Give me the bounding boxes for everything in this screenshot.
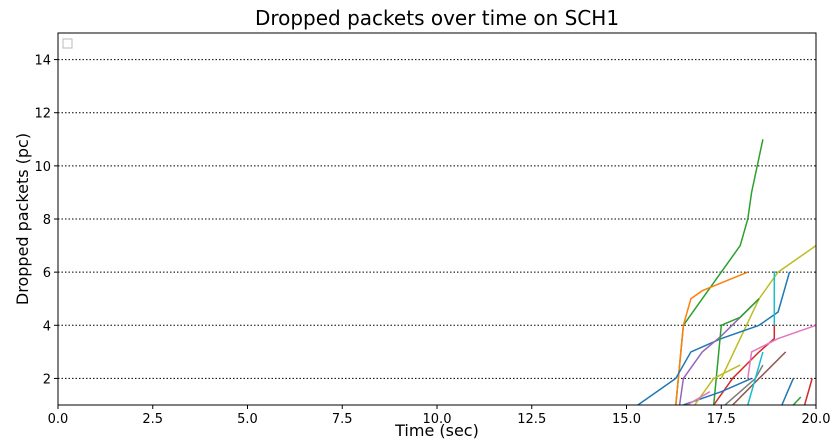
series-line-4 xyxy=(637,271,791,405)
x-tick-label: 10.0 xyxy=(423,412,452,427)
series-line-1 xyxy=(675,139,764,405)
series-line-11 xyxy=(712,298,760,405)
x-tick-label: 12.5 xyxy=(517,412,546,427)
x-tick-label: 17.5 xyxy=(707,412,736,427)
series-line-9 xyxy=(732,351,787,405)
y-tick-label: 10 xyxy=(34,160,51,175)
series-line-18 xyxy=(686,391,711,405)
series-line-6 xyxy=(713,325,776,405)
y-tick-label: 6 xyxy=(43,266,51,281)
series-line-8 xyxy=(678,298,760,405)
series-line-3 xyxy=(720,244,816,379)
x-tick-label: 15.0 xyxy=(612,412,641,427)
data-series xyxy=(637,139,816,405)
x-tick-label: 5.0 xyxy=(237,412,258,427)
y-tick-label: 2 xyxy=(43,372,51,387)
y-tick-label: 14 xyxy=(34,54,51,69)
x-tick-label: 7.5 xyxy=(332,412,353,427)
chart-title: Dropped packets over time on SCH1 xyxy=(255,6,619,30)
grid-lines xyxy=(58,59,816,379)
y-tick-label: 8 xyxy=(43,213,51,228)
series-line-15 xyxy=(781,378,794,405)
series-line-13 xyxy=(747,351,764,405)
x-tick-label: 20.0 xyxy=(802,412,831,427)
series-line-16 xyxy=(792,396,802,405)
x-tick-label: 0.0 xyxy=(48,412,69,427)
y-axis-ticks: 2 4 6 8 10 12 14 xyxy=(34,54,58,387)
legend-box xyxy=(62,38,73,49)
y-tick-label: 4 xyxy=(43,319,51,334)
series-line-2 xyxy=(675,271,749,405)
series-line-17 xyxy=(803,378,813,405)
x-axis-ticks: 0.0 2.5 5.0 7.5 10.0 12.5 15.0 17.5 20.0 xyxy=(48,405,831,427)
y-tick-label: 12 xyxy=(34,107,51,122)
x-axis-label: Time (sec) xyxy=(394,421,479,439)
x-tick-label: 2.5 xyxy=(142,412,163,427)
y-axis-label: Dropped packets (pc) xyxy=(13,133,32,305)
series-line-5 xyxy=(773,271,777,326)
series-line-7 xyxy=(747,324,816,379)
